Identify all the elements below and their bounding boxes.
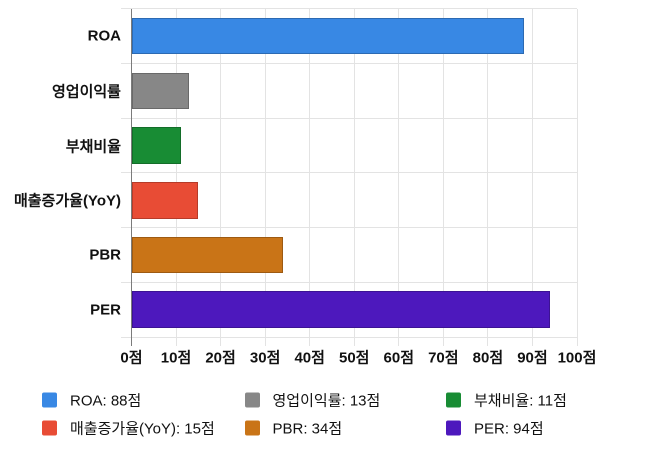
legend-label: 부채비율: 11점 — [474, 392, 567, 410]
h-gridline — [121, 227, 577, 229]
v-gridline — [220, 8, 222, 346]
v-gridline — [175, 8, 177, 346]
v-gridline — [487, 8, 489, 346]
legend-label: 영업이익률: 13점 — [272, 392, 381, 410]
category-label: 매출증가율(YoY) — [13, 192, 121, 210]
x-tick-label: 40점 — [294, 349, 325, 366]
x-tick-label: 100점 — [557, 349, 597, 366]
x-tick-label: 30점 — [249, 349, 281, 366]
legend-item[interactable]: PBR: 34점 — [244, 417, 343, 438]
x-tick-label: 0점 — [120, 349, 143, 366]
category-label: PBR — [89, 246, 121, 264]
category-label: 부채비율 — [65, 138, 121, 156]
category-label: 영업이익률 — [51, 83, 121, 101]
v-gridline — [398, 8, 400, 346]
y-axis-line — [131, 8, 132, 346]
legend-swatch-icon — [244, 420, 260, 435]
h-gridline — [121, 8, 577, 10]
legend-label: ROA: 88점 — [70, 392, 142, 410]
v-gridline — [531, 8, 533, 346]
x-tick-label: 70점 — [428, 349, 459, 366]
h-gridline — [121, 336, 577, 338]
x-tick-label: 90점 — [517, 349, 548, 366]
legend-label: PBR: 34점 — [272, 420, 343, 437]
legend-item[interactable]: 영업이익률: 13점 — [244, 390, 381, 411]
legend-item[interactable]: 매출증가율(YoY): 15점 — [42, 417, 215, 438]
legend-swatch-icon — [42, 420, 57, 435]
legend-label: PER: 94점 — [474, 420, 544, 437]
v-gridline — [576, 8, 578, 346]
x-tick-label: 10점 — [160, 349, 192, 366]
v-gridline — [442, 8, 444, 346]
legend-item[interactable]: ROA: 88점 — [42, 390, 141, 411]
bar-부채비율 — [131, 127, 181, 164]
x-tick-label: 80점 — [472, 349, 504, 366]
h-gridline — [121, 281, 577, 283]
legend-item[interactable]: 부채비율: 11점 — [446, 390, 567, 411]
x-tick-label: 20점 — [205, 349, 236, 366]
v-gridline — [353, 8, 355, 346]
x-tick-label: 60점 — [383, 349, 415, 366]
legend-label: 매출증가율(YoY): 15점 — [70, 420, 215, 437]
legend-swatch-icon — [244, 392, 260, 408]
bar-매출증가율(YoY) — [131, 182, 199, 219]
x-tick-label: 50점 — [339, 349, 370, 366]
h-gridline — [121, 172, 577, 174]
bar-PBR — [131, 236, 283, 274]
category-label: ROA — [87, 27, 121, 45]
v-gridline — [309, 8, 311, 346]
legend-swatch-icon — [42, 392, 57, 408]
v-gridline — [264, 8, 266, 346]
h-gridline — [121, 63, 577, 64]
bar-ROA — [131, 17, 524, 55]
bar-PER — [131, 291, 551, 328]
category-label: PER — [90, 301, 121, 319]
h-gridline — [121, 117, 577, 119]
bar-영업이익률 — [131, 72, 190, 110]
legend-swatch-icon — [446, 420, 461, 435]
legend-item[interactable]: PER: 94점 — [446, 417, 544, 438]
legend-swatch-icon — [446, 392, 461, 408]
